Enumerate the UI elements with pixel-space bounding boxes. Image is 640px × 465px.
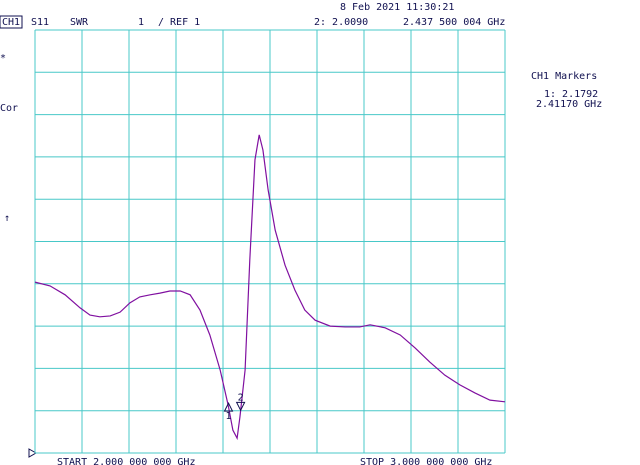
marker xyxy=(235,401,246,412)
marker-label: 1 xyxy=(225,411,231,422)
side-label: Cor xyxy=(0,103,18,114)
scale: 1 xyxy=(138,17,144,28)
channel: CH1 xyxy=(2,17,20,28)
start-label: START 2.000 000 000 GHz xyxy=(57,457,195,465)
marker-readout-freq: 2.41170 GHz xyxy=(536,99,602,110)
side-label: ↑ xyxy=(4,213,10,224)
marker xyxy=(223,402,234,412)
marker-label: 2 xyxy=(238,392,244,403)
reference-arrow xyxy=(28,448,38,458)
stop-label: STOP 3.000 000 000 GHz xyxy=(360,457,492,465)
timestamp: 8 Feb 2021 11:30:21 xyxy=(340,2,454,13)
channel-box xyxy=(0,15,23,29)
trace xyxy=(34,134,506,441)
side-label: * xyxy=(0,53,6,64)
active-marker-value: 2: 2.0090 xyxy=(314,17,368,28)
active-marker-freq: 2.437 500 004 GHz xyxy=(403,17,505,28)
parameter: S11 xyxy=(31,17,49,28)
markers-title: CH1 Markers xyxy=(531,71,597,82)
reference: / REF 1 xyxy=(158,17,200,28)
format: SWR xyxy=(70,17,89,28)
marker-readout-value: 1: 2.1792 xyxy=(544,89,598,100)
